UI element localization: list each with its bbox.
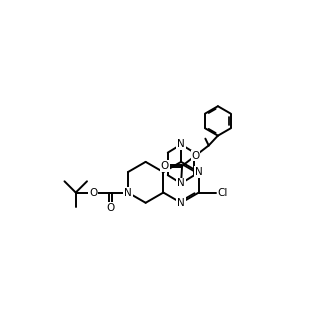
Text: Cl: Cl [218,187,228,198]
Text: O: O [161,161,169,171]
Text: O: O [191,151,200,161]
Text: N: N [177,140,185,149]
Text: N: N [177,178,185,188]
Text: O: O [106,203,115,213]
Text: N: N [177,198,185,208]
Text: N: N [195,167,203,177]
Text: N: N [124,187,132,198]
Text: O: O [89,187,97,198]
